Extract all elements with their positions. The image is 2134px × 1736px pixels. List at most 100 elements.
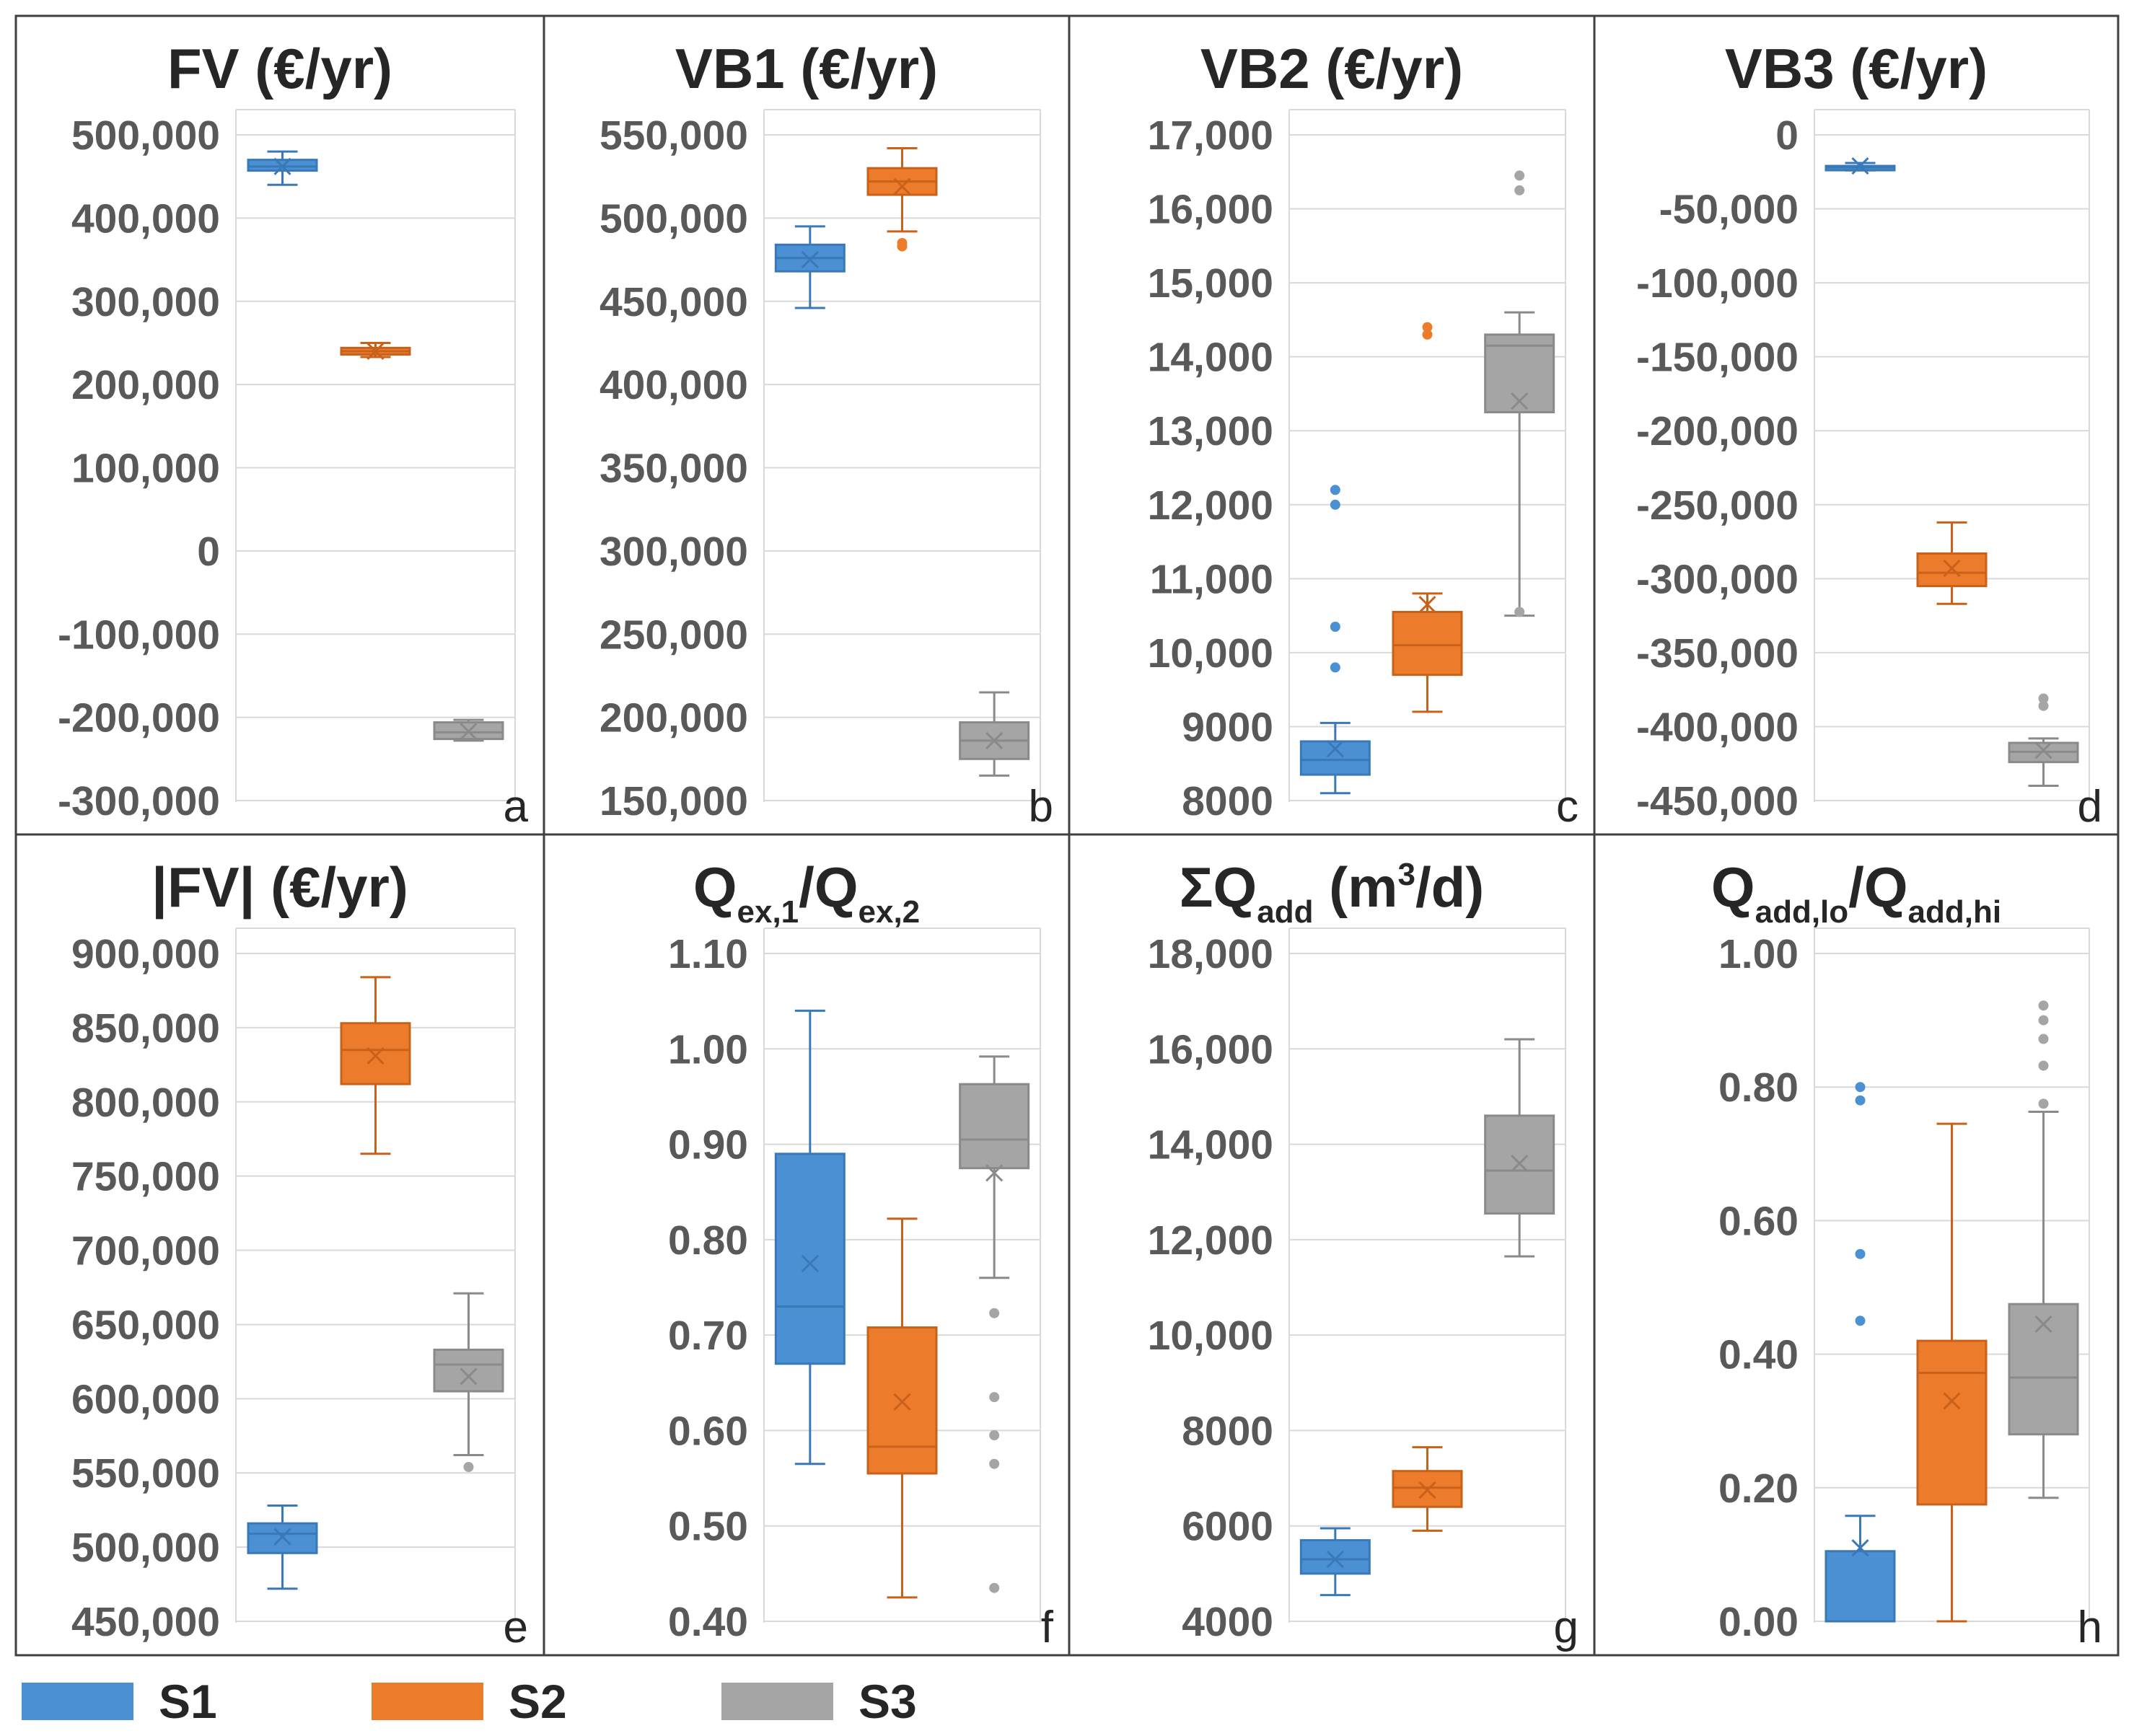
y-tick-label: 12,000 [1148, 483, 1273, 529]
box-S1 [774, 225, 846, 309]
mean-marker [801, 1254, 819, 1272]
title-subscript: add,hi [1908, 894, 2002, 930]
mean-marker [1326, 1550, 1344, 1569]
y-tick-label: 1.00 [1718, 931, 1799, 977]
panel-c: VB2 (€/yr) 8000 9000 10,000 11,000 12,000 13,0… [1068, 14, 1596, 836]
box-S2 [866, 1217, 938, 1599]
y-tick-label: 0.40 [1718, 1332, 1799, 1378]
title-text: FV (€/yr) [167, 37, 392, 100]
y-tick-label: 500,000 [71, 113, 220, 159]
panel-f: Qex,1/Qex,2 0.40 0.50 0.60 0.70 0.80 0.90 1.00 1… [543, 833, 1071, 1657]
y-tick-label: 550,000 [71, 1450, 220, 1497]
box-iqr [1299, 740, 1371, 776]
outlier-point [1330, 662, 1340, 673]
title-subscript: ex,2 [859, 894, 921, 930]
box-S3 [959, 691, 1030, 777]
y-tick-label: -50,000 [1659, 187, 1799, 233]
y-tick-label: -400,000 [1636, 704, 1799, 750]
y-tick-label: -250,000 [1636, 483, 1799, 529]
outlier-point [989, 1308, 1000, 1318]
y-tick-label: 600,000 [71, 1376, 220, 1422]
y-tick-label: -150,000 [1636, 335, 1799, 381]
box-iqr [340, 1022, 411, 1085]
y-tick-label: 0.50 [668, 1504, 748, 1550]
panel-e: |FV| (€/yr) 450,000 500,000 550,000 600,000 6… [14, 833, 545, 1657]
outlier-point [1855, 1082, 1866, 1093]
title-text: |FV| (€/yr) [152, 855, 408, 919]
box-iqr [1299, 1539, 1371, 1575]
y-tick-label: 8000 [1182, 1408, 1273, 1454]
y-tick-label: 16,000 [1148, 187, 1273, 233]
box-S1 [1299, 485, 1371, 795]
box-S2 [1916, 1122, 1988, 1623]
panels: FV (€/yr) -300,000 -200,000 -100,000 0 100,00… [14, 14, 2120, 1657]
panel-title: VB3 (€/yr) [1725, 37, 1988, 100]
outlier-point [2038, 1015, 2049, 1026]
outlier-point [1855, 1095, 1866, 1106]
mean-marker [2034, 741, 2052, 759]
title-text: /Q [799, 855, 858, 919]
panel-letter: g [1554, 1603, 1578, 1652]
panel-letter: h [2078, 1603, 2102, 1652]
outlier-point [1422, 322, 1433, 332]
y-tick-label: 11,000 [1150, 556, 1273, 602]
panel-title: Qadd,lo/Qadd,hi [1711, 855, 2001, 930]
box-S2 [1916, 521, 1988, 605]
box-S3 [2008, 1000, 2079, 1499]
title-subscript: add,lo [1755, 894, 1849, 930]
outlier-point [1514, 185, 1525, 195]
outlier-point [989, 1582, 1000, 1593]
y-tick-label: -450,000 [1636, 778, 1799, 824]
outlier-point [1855, 1248, 1866, 1259]
title-superscript: 3 [1397, 857, 1415, 892]
outlier-point [463, 1461, 474, 1472]
mean-marker [460, 1367, 478, 1385]
title-text: Q [693, 855, 737, 919]
outlier-point [1514, 607, 1525, 617]
panel-title: VB2 (€/yr) [1200, 37, 1463, 100]
title-text: /d) [1415, 855, 1484, 919]
y-tick-label: 150,000 [600, 778, 748, 824]
y-tick-label: 700,000 [71, 1228, 220, 1274]
y-tick-label: 0.20 [1718, 1466, 1799, 1512]
y-tick-label: 18,000 [1148, 931, 1273, 977]
y-tick-label: -200,000 [1636, 408, 1799, 454]
outlier-point [2038, 1034, 2049, 1044]
panel-d: VB3 (€/yr) -450,000 -400,000 -350,000 -300,0… [1593, 14, 2120, 836]
legend-swatch-S1 [22, 1683, 133, 1720]
outlier-point [1514, 170, 1525, 181]
y-tick-label: 400,000 [600, 362, 748, 408]
y-tick-label: 14,000 [1148, 335, 1273, 381]
mean-marker [801, 251, 819, 269]
y-tick-label: 350,000 [600, 446, 748, 492]
box-iqr [1825, 1550, 1896, 1623]
outlier-point [989, 1392, 1000, 1403]
box-S3 [1484, 170, 1555, 617]
box-S3 [433, 718, 504, 742]
panel-b: VB1 (€/yr) 150,000 200,000 250,000 300,000 35… [543, 14, 1071, 836]
y-tick-label: -100,000 [58, 612, 220, 658]
panel-letter: d [2078, 782, 2102, 832]
legend-label-S1: S1 [159, 1675, 217, 1728]
box-iqr [959, 1083, 1030, 1170]
mean-marker [1418, 1481, 1436, 1499]
y-tick-label: 0.00 [1718, 1599, 1799, 1645]
mean-marker [366, 1047, 385, 1065]
outlier-point [2038, 1000, 2049, 1011]
panel-title: Qex,1/Qex,2 [693, 855, 920, 930]
y-tick-label: 10,000 [1148, 1313, 1273, 1359]
box-S1 [1825, 157, 1896, 175]
y-tick-label: -100,000 [1636, 260, 1799, 307]
mean-marker [893, 1393, 911, 1411]
y-tick-label: 0.80 [668, 1217, 748, 1264]
y-tick-label: 6000 [1182, 1504, 1273, 1550]
panel-letter: b [1029, 782, 1053, 832]
box-S2 [1392, 1446, 1463, 1532]
y-tick-label: 650,000 [71, 1302, 220, 1348]
y-tick-label: 16,000 [1148, 1026, 1273, 1072]
panel-a: FV (€/yr) -300,000 -200,000 -100,000 0 100,00… [14, 14, 545, 836]
y-tick-label: 0.90 [668, 1122, 748, 1168]
mean-marker [1943, 1392, 1961, 1410]
mean-marker [985, 731, 1004, 749]
